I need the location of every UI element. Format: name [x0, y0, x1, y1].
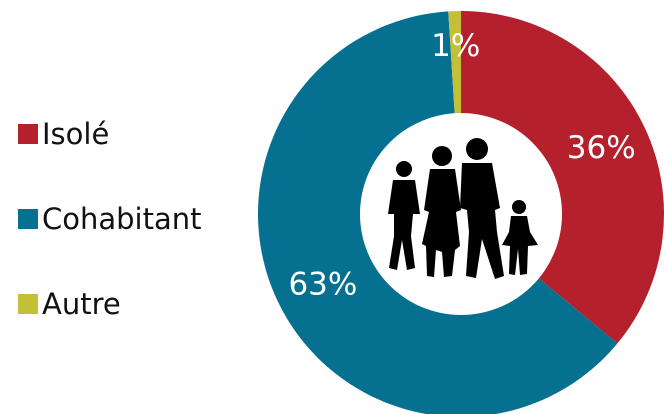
legend-item-cohabitant: Cohabitant — [18, 198, 202, 240]
legend-item-isole: Isolé — [18, 113, 202, 155]
legend-label-cohabitant: Cohabitant — [42, 201, 202, 236]
family-silhouette-icon — [388, 138, 538, 279]
legend-item-autre: Autre — [18, 283, 202, 325]
legend-swatch-autre — [18, 294, 38, 314]
donut-data-labels: 36% 63% 1% — [288, 28, 635, 302]
legend-label-autre: Autre — [42, 286, 121, 321]
chart-legend: Isolé Cohabitant Autre — [18, 113, 202, 325]
legend-swatch-isole — [18, 124, 38, 144]
donut-data-label-1: 36% — [567, 130, 636, 166]
legend-swatch-cohabitant — [18, 209, 38, 229]
donut-slice-1 — [461, 11, 664, 344]
legend-label-isole: Isolé — [42, 116, 110, 151]
donut-data-label-3: 1% — [431, 28, 480, 64]
donut-data-label-2: 63% — [288, 266, 357, 302]
